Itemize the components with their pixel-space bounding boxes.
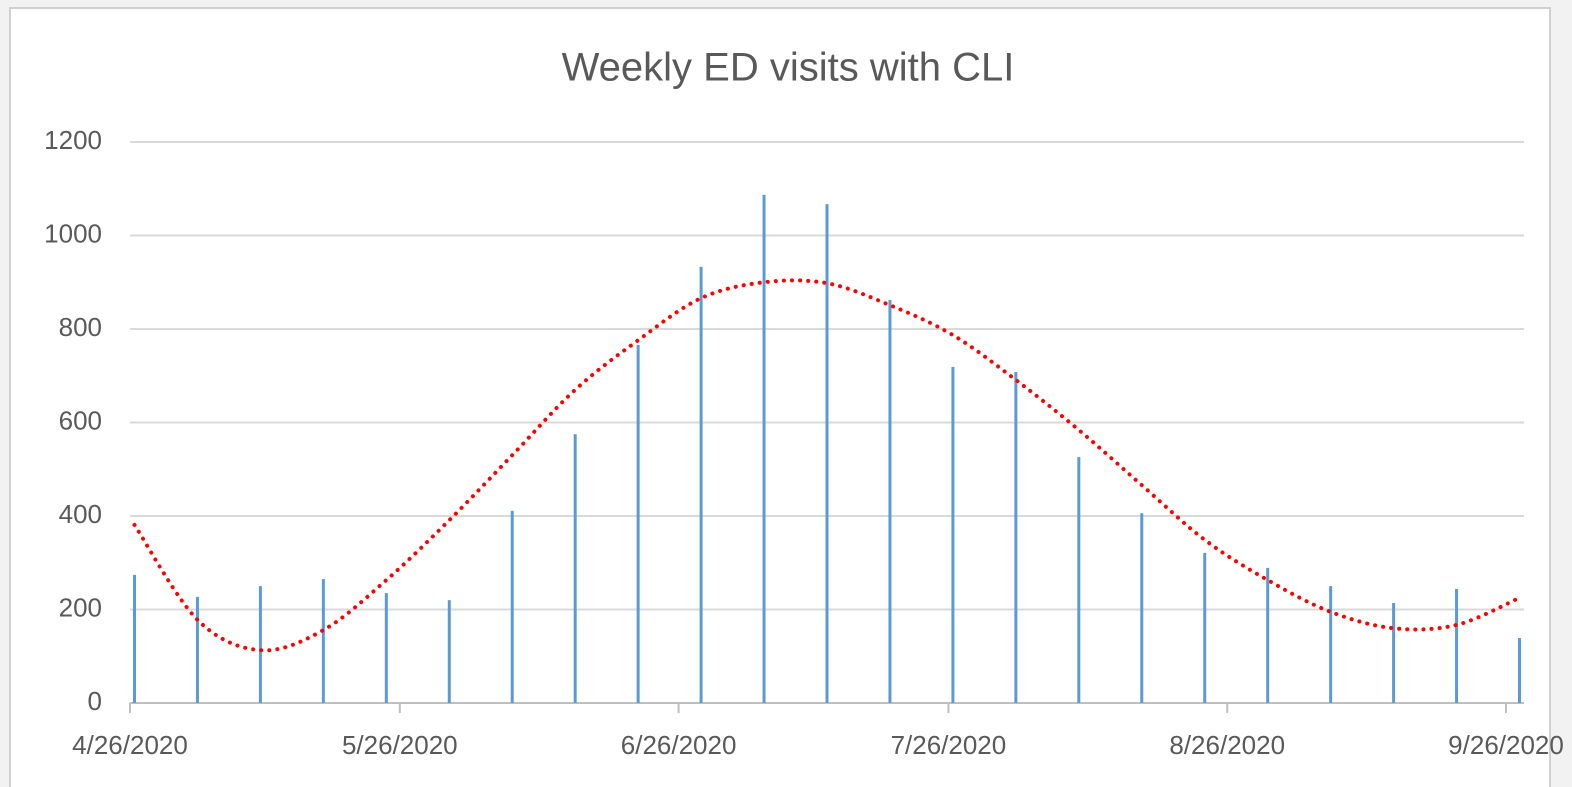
bar: [258, 586, 262, 703]
y-tick-label: 400: [59, 499, 102, 529]
bar: [132, 574, 136, 703]
bar: [1266, 567, 1270, 703]
bar: [888, 300, 892, 703]
bar: [636, 344, 640, 703]
x-tick-label: 9/26/2020: [1448, 730, 1564, 760]
x-tick-label: 6/26/2020: [621, 730, 737, 760]
x-tick-label: 4/26/2020: [72, 730, 188, 760]
bar: [1140, 513, 1144, 703]
bar: [951, 366, 955, 703]
y-tick-label: 600: [59, 405, 102, 435]
x-tick-label: 5/26/2020: [342, 730, 458, 760]
bar: [1014, 372, 1018, 703]
y-tick-label: 1000: [44, 218, 102, 248]
y-tick-label: 800: [59, 312, 102, 342]
bar: [1455, 588, 1459, 703]
x-tick-label: 8/26/2020: [1169, 730, 1285, 760]
y-tick-label: 1200: [44, 125, 102, 155]
bar: [1392, 602, 1396, 703]
bar: [510, 510, 514, 703]
trendline: [132, 278, 1522, 653]
bar: [384, 593, 388, 703]
bar: [762, 194, 766, 703]
x-tick-label: 7/26/2020: [891, 730, 1007, 760]
bar: [699, 266, 703, 703]
bar: [1077, 457, 1081, 703]
bar: [195, 596, 199, 703]
bar: [321, 579, 325, 703]
bar: [825, 204, 829, 704]
chart-title: Weekly ED visits with CLI: [562, 46, 1015, 90]
bar: [447, 600, 451, 703]
bar: [573, 434, 577, 703]
bar: [1203, 552, 1207, 703]
chart-area: [9, 7, 1551, 787]
bar: [1518, 638, 1522, 703]
bar: [1329, 586, 1333, 703]
y-tick-label: 0: [88, 686, 102, 716]
y-tick-label: 200: [59, 592, 102, 622]
